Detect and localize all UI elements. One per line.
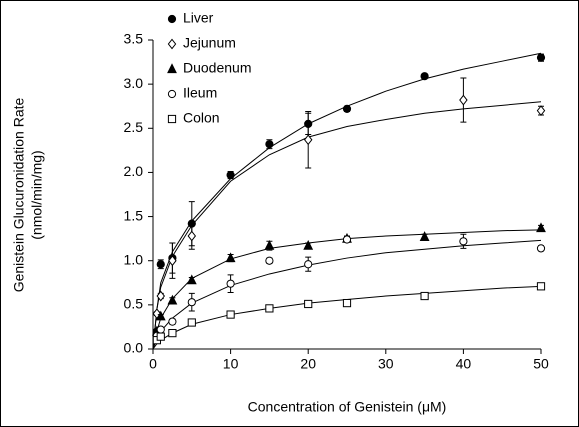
data-point (304, 299, 313, 309)
x-tick-label: 10 (223, 356, 239, 372)
y-axis-label: (nmol/min/mg) (29, 150, 45, 239)
data-point (226, 310, 235, 319)
y-tick-label: 1.5 (124, 207, 144, 223)
data-point (536, 282, 546, 291)
data-point (303, 134, 313, 146)
data-point (168, 317, 177, 326)
y-tick-label: 3.5 (124, 31, 144, 47)
data-point (342, 235, 352, 244)
data-point (187, 230, 197, 242)
legend-marker (167, 63, 177, 74)
data-point (167, 294, 178, 305)
data-point (265, 256, 274, 265)
data-point (536, 244, 546, 253)
legend-label: Ileum (183, 85, 217, 101)
y-tick-label: 0.0 (124, 340, 144, 356)
y-tick-label: 3.0 (124, 75, 144, 91)
x-tick-label: 0 (149, 356, 157, 372)
data-point (420, 291, 429, 301)
legend-marker (167, 114, 177, 124)
x-tick-label: 30 (378, 356, 394, 372)
legend-marker (167, 38, 177, 50)
data-point (342, 104, 352, 113)
legend-label: Jejunum (183, 35, 236, 51)
legend-label: Colon (183, 110, 220, 126)
data-point (187, 318, 196, 327)
data-point (303, 239, 314, 250)
data-point (168, 255, 177, 267)
data-point (459, 94, 468, 106)
data-point (459, 237, 468, 246)
data-point (536, 105, 546, 117)
data-point (152, 308, 162, 320)
data-point (187, 298, 196, 307)
data-point (226, 279, 235, 288)
data-point (168, 329, 177, 338)
data-point (186, 274, 197, 285)
data-point (156, 332, 165, 341)
data-point (265, 304, 274, 313)
data-point (155, 310, 166, 321)
x-tick-label: 50 (533, 356, 549, 372)
data-point (156, 260, 165, 269)
fit-curve (152, 52, 542, 350)
fit-curve (152, 101, 542, 350)
legend-label: Liver (183, 10, 214, 26)
data-point (156, 325, 165, 334)
data-point (265, 140, 274, 149)
legend-marker (167, 14, 177, 24)
y-tick-label: 1.0 (124, 251, 144, 267)
y-axis-label: Genistein Glucuronidation Rate (11, 98, 27, 293)
data-point (225, 252, 236, 263)
legend-label: Duodenum (183, 60, 252, 76)
x-axis-label: Concentration of Genistein (μM) (248, 399, 447, 415)
data-point (264, 239, 275, 250)
data-point (342, 298, 352, 308)
legend-marker (167, 89, 177, 99)
data-point (536, 222, 546, 233)
data-point (156, 290, 165, 302)
y-tick-label: 2.0 (124, 163, 144, 179)
data-point (536, 53, 546, 62)
data-point (419, 231, 430, 241)
y-tick-label: 2.5 (124, 119, 144, 135)
x-tick-label: 40 (456, 356, 472, 372)
data-point (304, 260, 313, 269)
x-tick-label: 20 (300, 356, 316, 372)
data-point (420, 72, 429, 81)
data-point (226, 170, 235, 180)
y-tick-label: 0.5 (124, 296, 144, 312)
